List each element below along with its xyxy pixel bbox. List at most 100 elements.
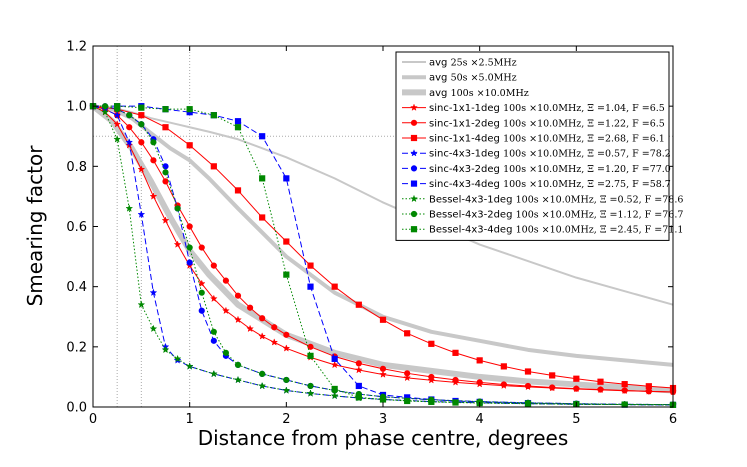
data-point — [270, 338, 279, 346]
legend-marker — [410, 103, 418, 111]
legend-entry: sinc-1x1-2deg 100s ×10.0MHz, Ξ =1.22, F … — [402, 118, 665, 129]
data-point — [113, 120, 122, 128]
data-point — [198, 244, 205, 251]
data-point — [306, 389, 315, 397]
y-tick-label: 1.2 — [66, 40, 87, 55]
data-point — [549, 384, 556, 391]
data-point — [355, 301, 362, 308]
data-point — [259, 370, 266, 378]
data-point — [597, 378, 604, 385]
data-point — [113, 111, 122, 119]
data-point — [404, 370, 411, 377]
data-point — [162, 163, 169, 170]
data-point — [210, 328, 217, 335]
data-point — [210, 337, 217, 344]
series-sinc-1x1-2deg — [89, 103, 677, 396]
data-point — [307, 262, 314, 269]
data-point — [259, 214, 266, 221]
legend-marker — [410, 165, 418, 172]
legend: avg 25s ×2.5MHz avg 50s ×5.0MHz avg 100s ×… — [395, 51, 683, 241]
data-point — [234, 315, 242, 324]
data-point — [138, 112, 145, 119]
data-point — [403, 373, 412, 382]
y-tick-label: 0.4 — [66, 280, 87, 295]
data-point — [162, 169, 169, 176]
x-tick-label: 6 — [669, 412, 677, 427]
data-point — [137, 210, 146, 218]
data-point — [101, 103, 109, 110]
x-tick-label: 1 — [186, 412, 194, 427]
data-point — [198, 289, 205, 296]
data-point — [259, 133, 266, 140]
data-point — [524, 382, 532, 390]
data-point — [452, 349, 459, 356]
data-point — [234, 124, 242, 131]
y-tick-label: 0.6 — [66, 220, 87, 235]
data-point — [379, 316, 387, 323]
data-point — [404, 330, 411, 337]
legend-label: sinc-4x3-1deg 100s ×10.0MHz, Ξ =0.57, F … — [429, 149, 671, 160]
legend-entry: Bessel-4x3-1deg 100s ×10.0MHz, Ξ =0.52, … — [402, 194, 683, 205]
data-point — [428, 373, 435, 381]
data-point — [524, 400, 532, 407]
data-point — [379, 365, 387, 372]
data-point — [149, 324, 158, 333]
data-point — [621, 381, 628, 388]
data-point — [101, 108, 110, 116]
data-point — [500, 363, 507, 370]
data-point — [186, 259, 193, 266]
data-point — [149, 192, 158, 200]
legend-entry: sinc-4x3-1deg 100s ×10.0MHz, Ξ =0.57, F … — [402, 149, 671, 160]
data-point — [210, 262, 217, 269]
legend-label: avg 100s ×10.0MHz — [429, 88, 529, 99]
y-tick-label: 0.8 — [66, 160, 87, 175]
data-point — [138, 121, 145, 128]
data-point — [331, 283, 338, 290]
legend-entry: sinc-4x3-4deg 100s ×10.0MHz, Ξ =2.75, F … — [402, 179, 671, 190]
legend-entry: Bessel-4x3-2deg 100s ×10.0MHz, Ξ =1.12, … — [402, 210, 683, 221]
data-point — [222, 277, 230, 284]
data-point — [126, 112, 133, 119]
data-point — [149, 288, 158, 297]
data-point — [476, 357, 483, 364]
data-point — [283, 331, 290, 338]
data-point — [114, 103, 121, 110]
data-point — [186, 223, 193, 230]
data-point — [307, 382, 314, 390]
legend-entry: sinc-1x1-1deg 100s ×10.0MHz, Ξ =1.04, F … — [402, 103, 665, 114]
series-group — [89, 102, 677, 409]
x-axis-title: Distance from phase centre, degrees — [198, 426, 569, 450]
data-point — [161, 345, 170, 354]
data-point — [283, 376, 290, 384]
data-point — [125, 204, 134, 212]
data-point — [379, 396, 387, 403]
legend-label: avg 50s ×5.0MHz — [429, 73, 517, 84]
legend-marker — [410, 149, 418, 157]
data-point — [186, 106, 193, 113]
data-point — [500, 381, 507, 388]
data-point — [113, 135, 122, 143]
data-point — [645, 388, 652, 395]
data-point — [573, 375, 580, 382]
data-point — [597, 386, 604, 393]
data-point — [209, 294, 218, 303]
legend-label: sinc-4x3-4deg 100s ×10.0MHz, Ξ =2.75, F … — [429, 179, 671, 190]
data-point — [331, 385, 338, 393]
legend-label: sinc-1x1-2deg 100s ×10.0MHz, Ξ =1.22, F … — [429, 118, 665, 129]
data-point — [428, 398, 435, 405]
data-point — [246, 324, 255, 333]
data-point — [355, 360, 362, 367]
data-point — [573, 385, 580, 392]
data-point — [354, 365, 363, 374]
legend-label: sinc-1x1-4deg 100s ×10.0MHz, Ξ =2.68, F … — [429, 134, 665, 145]
series-line — [93, 105, 674, 406]
data-point — [210, 112, 217, 119]
data-point — [259, 315, 266, 322]
data-point — [355, 394, 362, 401]
data-point — [258, 381, 267, 390]
y-tick-label: 1.0 — [66, 100, 87, 115]
data-point — [355, 382, 362, 390]
data-point — [234, 361, 242, 368]
data-point — [210, 163, 217, 170]
